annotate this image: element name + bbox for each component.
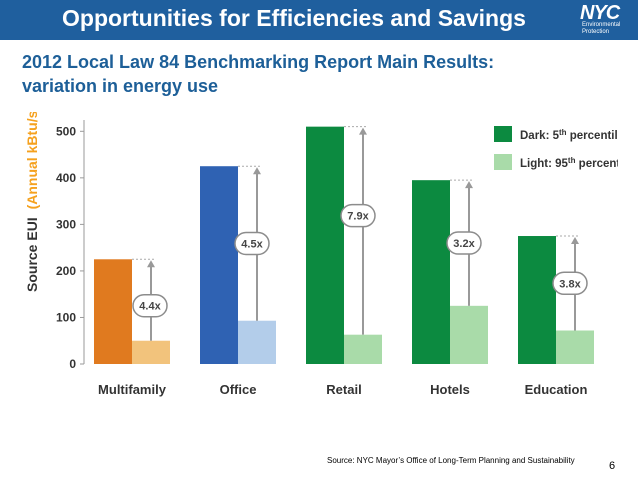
y-tick-label: 300 xyxy=(56,217,76,231)
slide-subtitle: 2012 Local Law 84 Benchmarking Report Ma… xyxy=(22,50,612,98)
y-tick-label: 400 xyxy=(56,171,76,185)
page-number: 6 xyxy=(609,460,616,472)
y-tick-label: 0 xyxy=(69,357,76,371)
ratio-label-pill xyxy=(552,271,588,296)
source-note: Source: NYC Mayor’s Office of Long-Term … xyxy=(327,456,575,465)
y-tick-label: 100 xyxy=(56,310,76,324)
x-tick-label: Education xyxy=(525,382,588,397)
bar-light-multifamily xyxy=(132,340,170,364)
ratio-arrow-head xyxy=(253,167,261,175)
legend-swatch-dark xyxy=(494,126,512,142)
y-axis-label-units: (Annual kBtu/sq ft) xyxy=(24,112,40,209)
chart-legend: Dark: 5th percentile Light: 95th percenti… xyxy=(494,126,618,170)
ratio-arrow-head xyxy=(465,181,473,189)
ratio-label-pill xyxy=(446,231,482,255)
ratio-label: 4.5x xyxy=(241,238,263,250)
ratio-arrow-head xyxy=(571,237,579,245)
x-tick-labels: Multifamily Office Retail Hotels Education xyxy=(98,382,587,397)
ratio-arrow-head xyxy=(147,260,155,268)
nyc-dep-logo: NYC Environmental Protection xyxy=(580,2,636,38)
ratio-label: 3.2x xyxy=(453,238,475,250)
banner-title: Opportunities for Efficiencies and Savin… xyxy=(62,5,526,31)
y-tick-label: 500 xyxy=(56,124,76,138)
bar-light-education xyxy=(556,330,594,364)
axis-group: 0 100 200 300 400 500 xyxy=(56,120,85,371)
bar-dark-retail xyxy=(306,126,344,365)
bar-light-retail xyxy=(344,334,382,364)
x-tick-label: Multifamily xyxy=(98,382,167,397)
ratio-label: 7.9x xyxy=(347,211,369,223)
bar-light-office xyxy=(238,320,276,364)
ratio-label: 4.4x xyxy=(139,301,161,313)
bar-dark-office xyxy=(200,166,238,364)
bar-light-hotels xyxy=(450,305,488,364)
ratio-label-pill xyxy=(132,293,168,318)
ratio-label-pill xyxy=(340,203,376,228)
y-axis-label-main: Source EUI xyxy=(24,217,40,292)
legend-swatch-light xyxy=(494,154,512,170)
bar-dark-hotels xyxy=(412,180,450,364)
eui-bar-chart: 0 100 200 300 400 500 4.4x 4.5x 7.9x 3.2x 3.8x Mu… xyxy=(24,112,618,397)
subtitle-line-1: 2012 Local Law 84 Benchmarking Report Ma… xyxy=(22,52,495,72)
ratio-arrow-head xyxy=(359,127,367,135)
y-tick-label: 200 xyxy=(56,264,76,278)
title-banner: Opportunities for Efficiencies and Savin… xyxy=(0,0,638,40)
ratio-label: 3.8x xyxy=(559,278,581,290)
bars-group xyxy=(94,126,594,365)
x-tick-label: Office xyxy=(220,382,257,397)
ratio-arrows-group: 4.4x 4.5x 7.9x 3.2x 3.8x xyxy=(132,126,588,341)
logo-mark: NYC xyxy=(580,2,620,24)
logo-text: Environmental Protection xyxy=(582,22,621,35)
subtitle-line-2: variation in energy use xyxy=(22,76,219,96)
legend-label-dark: Dark: 5th percentile xyxy=(520,128,618,143)
x-tick-label: Retail xyxy=(326,382,361,397)
ratio-label-pill xyxy=(234,231,270,256)
legend-label-light: Light: 95th percentile xyxy=(520,156,618,171)
bar-dark-multifamily xyxy=(94,259,132,364)
x-tick-label: Hotels xyxy=(430,382,470,397)
bar-dark-education xyxy=(518,236,556,364)
y-axis-label: Source EUI (Annual kBtu/sq ft) xyxy=(24,112,40,292)
